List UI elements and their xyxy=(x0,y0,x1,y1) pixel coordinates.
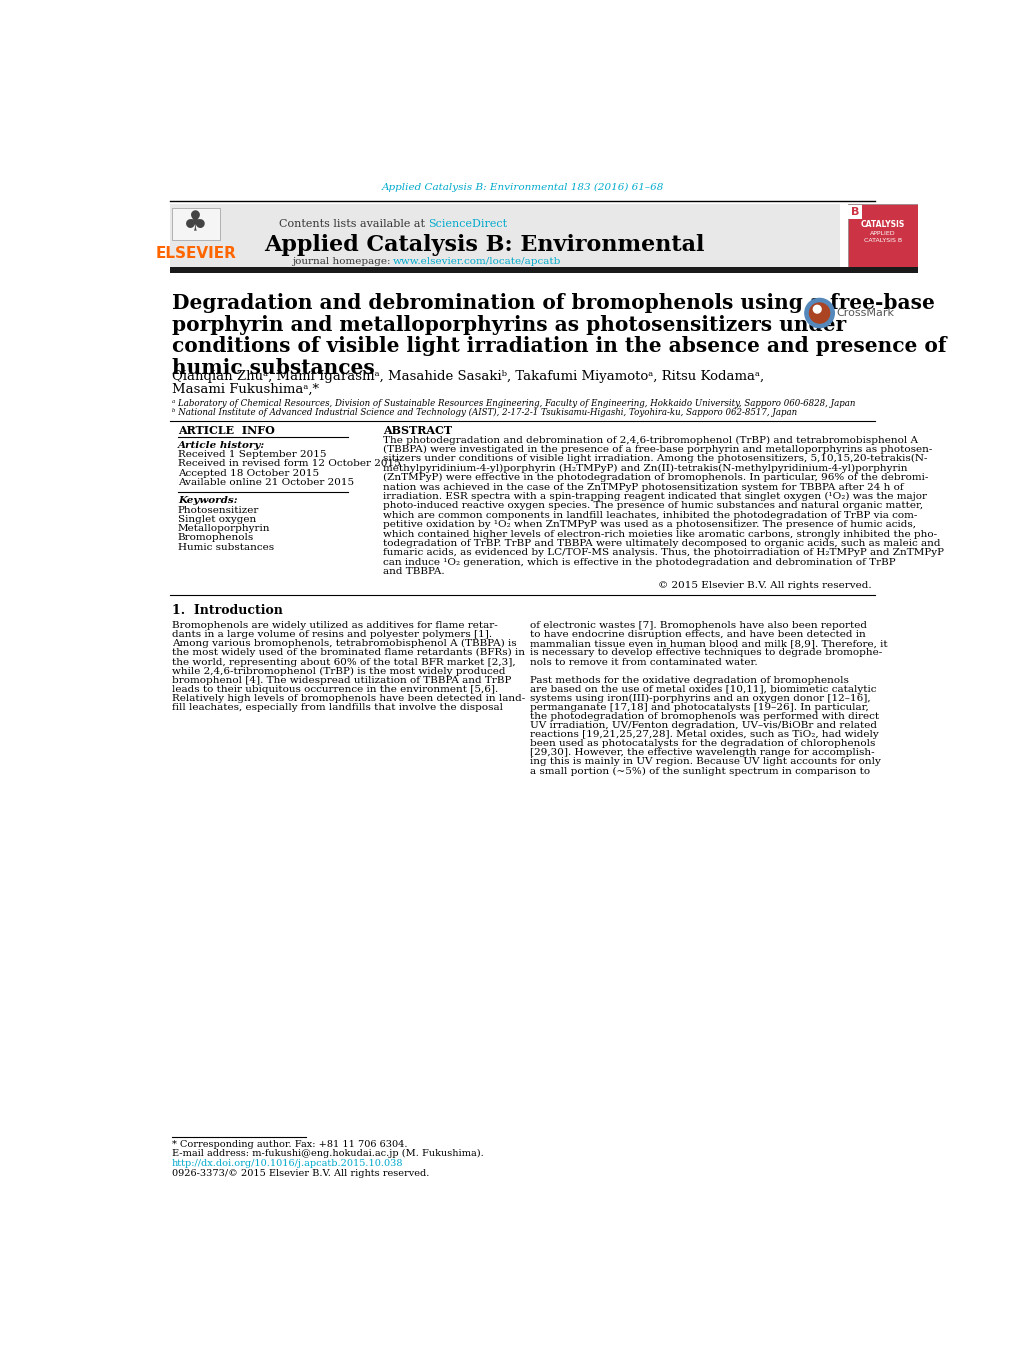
Text: humic substances: humic substances xyxy=(171,358,374,378)
Text: (TBBPA) were investigated in the presence of a free-base porphyrin and metallopo: (TBBPA) were investigated in the presenc… xyxy=(383,444,931,454)
Text: * Corresponding author. Fax: +81 11 706 6304.: * Corresponding author. Fax: +81 11 706 … xyxy=(171,1140,407,1150)
Text: Degradation and debromination of bromophenols using a free-base: Degradation and debromination of bromoph… xyxy=(171,293,933,313)
Text: while 2,4,6-tribromophenol (TrBP) is the most widely produced: while 2,4,6-tribromophenol (TrBP) is the… xyxy=(171,666,504,676)
Circle shape xyxy=(804,299,834,328)
Text: sitizers under conditions of visible light irradiation. Among the photosensitize: sitizers under conditions of visible lig… xyxy=(383,454,927,463)
Text: nols to remove it from contaminated water.: nols to remove it from contaminated wate… xyxy=(530,658,757,666)
Text: to have endocrine disruption effects, and have been detected in: to have endocrine disruption effects, an… xyxy=(530,631,865,639)
Text: Masami Fukushimaᵃ,*: Masami Fukushimaᵃ,* xyxy=(171,382,318,396)
Text: porphyrin and metalloporphyrins as photosensitizers under: porphyrin and metalloporphyrins as photo… xyxy=(171,315,845,335)
Text: (ZnTMPyP) were effective in the photodegradation of bromophenols. In particular,: (ZnTMPyP) were effective in the photodeg… xyxy=(383,473,927,482)
Text: the photodegradation of bromophenols was performed with direct: the photodegradation of bromophenols was… xyxy=(530,712,878,721)
Text: Photosensitizer: Photosensitizer xyxy=(177,505,259,515)
Text: CrossMark: CrossMark xyxy=(836,308,894,317)
Text: CATALYSIS B: CATALYSIS B xyxy=(863,238,901,243)
Text: irradiation. ESR spectra with a spin-trapping reagent indicated that singlet oxy: irradiation. ESR spectra with a spin-tra… xyxy=(383,492,926,501)
Text: can induce ¹O₂ generation, which is effective in the photodegradation and debrom: can induce ¹O₂ generation, which is effe… xyxy=(383,558,895,566)
Text: APPLIED: APPLIED xyxy=(869,231,895,236)
Text: ELSEVIER: ELSEVIER xyxy=(155,246,236,261)
Text: ᵃ Laboratory of Chemical Resources, Division of Sustainable Resources Engineerin: ᵃ Laboratory of Chemical Resources, Divi… xyxy=(171,399,854,408)
FancyBboxPatch shape xyxy=(848,204,917,267)
Text: systems using iron(III)-porphyrins and an oxygen donor [12–16],: systems using iron(III)-porphyrins and a… xyxy=(530,694,870,703)
Text: Bromophenols: Bromophenols xyxy=(177,534,254,542)
Text: Received 1 September 2015: Received 1 September 2015 xyxy=(177,450,326,459)
Text: Contents lists available at: Contents lists available at xyxy=(278,219,428,230)
FancyBboxPatch shape xyxy=(170,204,840,267)
Text: The photodegradation and debromination of 2,4,6-tribromophenol (TrBP) and tetrab: The photodegradation and debromination o… xyxy=(383,435,917,444)
Text: B: B xyxy=(850,207,859,218)
Text: methylpyridinium-4-yl)porphyrin (H₂TMPyP) and Zn(II)-tetrakis(N-methylpyridinium: methylpyridinium-4-yl)porphyrin (H₂TMPyP… xyxy=(383,463,907,473)
Text: permanganate [17,18] and photocatalysts [19–26]. In particular,: permanganate [17,18] and photocatalysts … xyxy=(530,703,868,712)
Text: the world, representing about 60% of the total BFR market [2,3],: the world, representing about 60% of the… xyxy=(171,658,515,666)
Text: reactions [19,21,25,27,28]. Metal oxides, such as TiO₂, had widely: reactions [19,21,25,27,28]. Metal oxides… xyxy=(530,730,878,739)
Text: ing this is mainly in UV region. Because UV light accounts for only: ing this is mainly in UV region. Because… xyxy=(530,758,880,766)
Text: Received in revised form 12 October 2015: Received in revised form 12 October 2015 xyxy=(177,459,400,469)
Text: fill leachates, especially from landfills that involve the disposal: fill leachates, especially from landfill… xyxy=(171,703,502,712)
Text: petitive oxidation by ¹O₂ when ZnTMPyP was used as a photosensitizer. The presen: petitive oxidation by ¹O₂ when ZnTMPyP w… xyxy=(383,520,915,530)
Text: www.elsevier.com/locate/apcatb: www.elsevier.com/locate/apcatb xyxy=(393,257,561,266)
Text: the most widely used of the brominated flame retardants (BFRs) in: the most widely used of the brominated f… xyxy=(171,648,524,658)
Text: Qianqian Zhuᵃ, Mami Igarashiᵃ, Masahide Sasakiᵇ, Takafumi Miyamotoᵃ, Ritsu Kodam: Qianqian Zhuᵃ, Mami Igarashiᵃ, Masahide … xyxy=(171,370,763,384)
Text: dants in a large volume of resins and polyester polymers [1].: dants in a large volume of resins and po… xyxy=(171,631,491,639)
Text: which are common components in landfill leachates, inhibited the photodegradatio: which are common components in landfill … xyxy=(383,511,917,520)
Text: leads to their ubiquitous occurrence in the environment [5,6].: leads to their ubiquitous occurrence in … xyxy=(171,685,497,694)
Text: CATALYSIS: CATALYSIS xyxy=(860,220,905,228)
FancyBboxPatch shape xyxy=(171,208,219,240)
Text: Applied Catalysis B: Environmental 183 (2016) 61–68: Applied Catalysis B: Environmental 183 (… xyxy=(381,182,663,192)
Text: ARTICLE  INFO: ARTICLE INFO xyxy=(177,426,274,436)
Text: Available online 21 October 2015: Available online 21 October 2015 xyxy=(177,478,354,486)
Text: UV irradiation, UV/Fenton degradation, UV–vis/BiOBr and related: UV irradiation, UV/Fenton degradation, U… xyxy=(530,721,876,730)
Text: 1.  Introduction: 1. Introduction xyxy=(171,604,282,617)
Text: Humic substances: Humic substances xyxy=(177,543,274,551)
Text: of electronic wastes [7]. Bromophenols have also been reported: of electronic wastes [7]. Bromophenols h… xyxy=(530,621,866,630)
Text: photo-induced reactive oxygen species. The presence of humic substances and natu: photo-induced reactive oxygen species. T… xyxy=(383,501,922,511)
Text: Metalloporphyrin: Metalloporphyrin xyxy=(177,524,270,534)
Text: ABSTRACT: ABSTRACT xyxy=(383,426,452,436)
Text: and TBBPA.: and TBBPA. xyxy=(383,567,444,576)
Text: bromophenol [4]. The widespread utilization of TBBPA and TrBP: bromophenol [4]. The widespread utilizat… xyxy=(171,676,511,685)
Text: Article history:: Article history: xyxy=(177,440,265,450)
Text: Accepted 18 October 2015: Accepted 18 October 2015 xyxy=(177,469,319,478)
Circle shape xyxy=(812,305,820,313)
Text: http://dx.doi.org/10.1016/j.apcatb.2015.10.038: http://dx.doi.org/10.1016/j.apcatb.2015.… xyxy=(171,1159,403,1169)
Text: been used as photocatalysts for the degradation of chlorophenols: been used as photocatalysts for the degr… xyxy=(530,739,875,748)
Text: mammalian tissue even in human blood and milk [8,9]. Therefore, it: mammalian tissue even in human blood and… xyxy=(530,639,888,648)
Text: Past methods for the oxidative degradation of bromophenols: Past methods for the oxidative degradati… xyxy=(530,676,849,685)
Text: ᵇ National Institute of Advanced Industrial Science and Technology (AIST), 2-17-: ᵇ National Institute of Advanced Industr… xyxy=(171,408,796,417)
Text: nation was achieved in the case of the ZnTMPyP photosensitization system for TBB: nation was achieved in the case of the Z… xyxy=(383,482,903,492)
Text: are based on the use of metal oxides [10,11], biomimetic catalytic: are based on the use of metal oxides [10… xyxy=(530,685,876,694)
FancyBboxPatch shape xyxy=(848,205,861,219)
Text: © 2015 Elsevier B.V. All rights reserved.: © 2015 Elsevier B.V. All rights reserved… xyxy=(657,581,870,590)
Text: E-mail address: m-fukushi@eng.hokudai.ac.jp (M. Fukushima).: E-mail address: m-fukushi@eng.hokudai.ac… xyxy=(171,1150,483,1158)
Text: 0926-3373/© 2015 Elsevier B.V. All rights reserved.: 0926-3373/© 2015 Elsevier B.V. All right… xyxy=(171,1169,429,1178)
Text: Among various bromophenols, tetrabromobisphenol A (TBBPA) is: Among various bromophenols, tetrabromobi… xyxy=(171,639,516,648)
Text: which contained higher levels of electron-rich moieties like aromatic carbons, s: which contained higher levels of electro… xyxy=(383,530,936,539)
Text: journal homepage:: journal homepage: xyxy=(291,257,393,266)
Circle shape xyxy=(809,303,828,323)
Text: [29,30]. However, the effective wavelength range for accomplish-: [29,30]. However, the effective waveleng… xyxy=(530,748,874,758)
Text: ♣: ♣ xyxy=(183,209,208,238)
Text: is necessary to develop effective techniques to degrade bromophe-: is necessary to develop effective techni… xyxy=(530,648,881,658)
Text: conditions of visible light irradiation in the absence and presence of: conditions of visible light irradiation … xyxy=(171,336,946,357)
Text: Keywords:: Keywords: xyxy=(177,496,237,505)
Text: ScienceDirect: ScienceDirect xyxy=(428,219,506,230)
Text: todegradation of TrBP. TrBP and TBBPA were ultimately decomposed to organic acid: todegradation of TrBP. TrBP and TBBPA we… xyxy=(383,539,940,549)
Text: Applied Catalysis B: Environmental: Applied Catalysis B: Environmental xyxy=(264,234,703,257)
Text: Singlet oxygen: Singlet oxygen xyxy=(177,515,256,524)
Text: Relatively high levels of bromophenols have been detected in land-: Relatively high levels of bromophenols h… xyxy=(171,694,525,703)
Text: fumaric acids, as evidenced by LC/TOF-MS analysis. Thus, the photoirradiation of: fumaric acids, as evidenced by LC/TOF-MS… xyxy=(383,549,944,558)
Text: Bromophenols are widely utilized as additives for flame retar-: Bromophenols are widely utilized as addi… xyxy=(171,621,497,630)
FancyBboxPatch shape xyxy=(170,267,917,273)
Text: a small portion (~5%) of the sunlight spectrum in comparison to: a small portion (~5%) of the sunlight sp… xyxy=(530,766,870,775)
